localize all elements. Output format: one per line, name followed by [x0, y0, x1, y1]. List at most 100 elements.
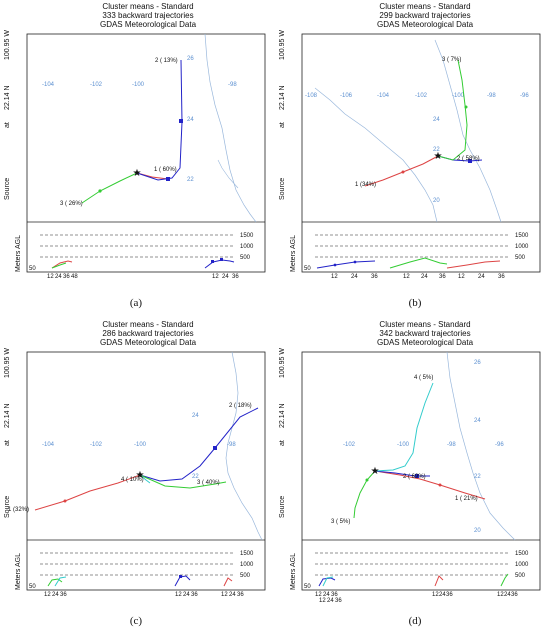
trajectory-marker: [179, 119, 183, 123]
hour-tick: 12: [331, 274, 338, 280]
source-star-icon: ★: [133, 168, 142, 179]
level-label: 500: [515, 573, 526, 579]
panel-a-figure: Cluster means - Standard 333 backward tr…: [4, 2, 266, 309]
hour-tick: 36: [371, 274, 378, 280]
trajectory-marker: [166, 177, 170, 181]
panel-subtitle: 286 backward trajectories: [102, 329, 193, 338]
latitude-label: 22.14 N: [4, 85, 11, 110]
trajectory-marker: [98, 189, 102, 193]
lon-tick: -96: [495, 442, 504, 448]
trajectory-marker: [464, 105, 468, 109]
cluster-label: 1 ( 60%): [154, 167, 177, 173]
agl-label: Meters AGL: [15, 553, 22, 590]
trajectory-cluster-3: [353, 470, 376, 519]
trajectory-cluster-1: [374, 470, 486, 500]
hour-tick: 12: [497, 592, 504, 598]
panel-caption: (c): [130, 615, 143, 627]
profile-cluster-4: [54, 576, 67, 587]
hour-tick: 36: [498, 274, 505, 280]
hour-tick: 24: [183, 592, 190, 598]
latitude-label: 22.14 N: [279, 403, 286, 428]
cluster-label: 2 ( 69%): [403, 474, 426, 480]
profile-marker: [211, 260, 214, 263]
profile-marker: [353, 260, 357, 264]
panel-title: Cluster means - Standard: [102, 320, 193, 329]
profile-cluster-1: [434, 575, 444, 587]
trajectory-marker: [401, 170, 405, 174]
trajectory-cluster-2: [374, 470, 430, 477]
hour-tick: 36: [511, 592, 518, 598]
panel-data-source: GDAS Meteorological Data: [377, 20, 474, 29]
hour-tick: 36: [331, 592, 338, 598]
hour-tick: 36: [191, 592, 198, 598]
source-label: Source: [279, 496, 286, 518]
panel-d: Cluster means - Standard 342 backward tr…: [275, 318, 550, 636]
lon-tick: -98: [487, 93, 496, 99]
panel-c-figure: Cluster means - Standard 286 backward tr…: [4, 320, 266, 627]
panel-c: Cluster means - Standard 286 backward tr…: [0, 318, 275, 636]
hour-tick: 12: [403, 274, 410, 280]
profile-cluster-4: [322, 576, 334, 587]
hour-tick: 48: [71, 274, 78, 280]
trajectory-cluster-2: [136, 59, 183, 181]
lon-tick: -102: [343, 442, 356, 448]
lon-tick: -100: [132, 82, 145, 88]
profile-cluster-3: [500, 573, 509, 587]
cluster-label: 3 ( 5%): [331, 519, 350, 525]
lat-tick: 22: [192, 474, 199, 480]
base-level-label: 50: [29, 266, 36, 272]
hour-tick: 36: [439, 274, 446, 280]
profile-cluster-2: [316, 260, 376, 269]
profile-marker: [179, 575, 182, 578]
panel-a: Cluster means - Standard 333 backward tr…: [0, 0, 275, 318]
lon-tick: -96: [520, 93, 529, 99]
level-label: 500: [240, 255, 251, 261]
profile-cluster-3: [47, 578, 63, 587]
source-star-icon: ★: [434, 151, 443, 162]
panel-title: Cluster means - Standard: [102, 2, 193, 11]
agl-label: Meters AGL: [290, 553, 297, 590]
coastline: [446, 351, 516, 541]
hour-tick: 36: [335, 598, 342, 604]
lat-tick: 26: [474, 360, 481, 366]
trajectory-marker: [468, 159, 472, 163]
trajectory-marker: [438, 483, 442, 487]
cluster-label: 1 (32%): [8, 507, 29, 513]
hour-tick: 12: [315, 592, 322, 598]
hour-tick: 24: [478, 274, 485, 280]
hour-tick: 36: [60, 592, 67, 598]
longitude-label: 100.95 W: [4, 348, 11, 378]
panel-subtitle: 299 backward trajectories: [379, 11, 470, 20]
longitude-label: 100.95 W: [279, 30, 286, 60]
profile-cluster-1: [446, 260, 501, 269]
trajectory-cluster-3: [437, 59, 468, 161]
lon-tick: -102: [415, 93, 428, 99]
hour-tick: 24: [55, 274, 62, 280]
trajectory-marker: [365, 478, 369, 482]
hour-tick: 36: [446, 592, 453, 598]
map-frame: [301, 33, 541, 273]
lon-tick: -100: [134, 442, 147, 448]
cluster-label: 3 ( 26%): [60, 201, 83, 207]
cluster-label: 4 ( 10%): [121, 477, 144, 483]
lat-tick: 22: [433, 147, 440, 153]
trajectory-cluster-1: [34, 474, 141, 511]
level-label: 1500: [515, 233, 529, 239]
lat-tick: 22: [187, 177, 194, 183]
lat-tick: 24: [187, 117, 194, 123]
panel-subtitle: 342 backward trajectories: [379, 329, 470, 338]
cluster-label: 3 ( 40%): [197, 480, 220, 486]
lon-tick: -100: [397, 442, 410, 448]
lon-tick: -102: [90, 82, 103, 88]
at-label: at: [279, 122, 286, 128]
agl-label: Meters AGL: [15, 235, 22, 272]
coastline: [204, 33, 257, 223]
base-level-label: 50: [304, 584, 311, 590]
panel-subtitle: 333 backward trajectories: [102, 11, 193, 20]
latitude-label: 22.14 N: [279, 85, 286, 110]
cluster-label: 1 ( 21%): [455, 496, 478, 502]
profile-cluster-2: [318, 577, 336, 587]
lon-tick: -100: [452, 93, 465, 99]
level-label: 1500: [240, 551, 254, 557]
base-level-label: 50: [304, 266, 311, 272]
